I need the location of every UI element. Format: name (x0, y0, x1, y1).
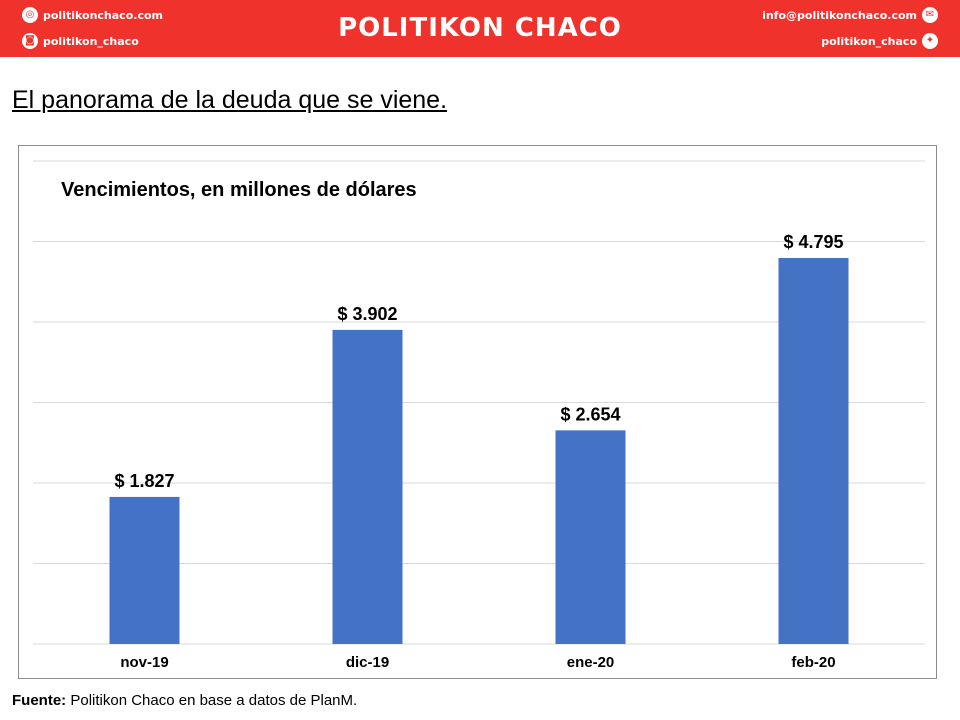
email-text: info@politikonchaco.com (762, 8, 917, 22)
x-tick-label: feb-20 (791, 654, 835, 671)
brand-logo: POLITIKON CHACO (338, 13, 622, 43)
header-bar: ◎ politikonchaco.com ◙ politikon_chaco P… (0, 0, 960, 57)
instagram-link[interactable]: ◙ politikon_chaco (22, 33, 139, 49)
twitter-link[interactable]: politikon_chaco ✦ (821, 33, 938, 49)
bar-ene-20 (555, 430, 626, 644)
gridlines (33, 160, 925, 645)
data-label: $ 1.827 (114, 471, 174, 491)
source-note: Fuente: Politikon Chaco en base a datos … (12, 692, 357, 709)
bar-nov-19 (109, 496, 180, 644)
chart-title: Vencimientos, en millones de dólares (61, 179, 417, 201)
data-label: $ 4.795 (783, 232, 843, 252)
globe-icon: ◎ (22, 7, 38, 23)
x-tick-label: nov-19 (120, 654, 168, 671)
x-tick-label: dic-19 (346, 654, 389, 671)
x-axis-ticks: nov-19 dic-19 ene-20 feb-20 (120, 654, 835, 671)
source-text: Politikon Chaco en base a datos de PlanM… (70, 692, 358, 709)
website-link[interactable]: ◎ politikonchaco.com (22, 7, 163, 23)
bar-dic-19 (332, 329, 403, 644)
website-text: politikonchaco.com (43, 8, 163, 22)
bars (109, 258, 849, 644)
email-link[interactable]: info@politikonchaco.com ✉ (762, 7, 938, 23)
x-tick-label: ene-20 (567, 654, 615, 671)
data-label: $ 2.654 (560, 404, 620, 424)
page-title: El panorama de la deuda que se viene. (12, 86, 448, 114)
bar-feb-20 (778, 258, 849, 644)
instagram-text: politikon_chaco (43, 34, 139, 48)
twitter-text: politikon_chaco (821, 34, 917, 48)
bar-chart: Vencimientos, en millones de dólares $ 1… (33, 160, 925, 671)
source-label: Fuente: (12, 692, 67, 709)
data-labels: $ 1.827 $ 3.902 $ 2.654 $ 4.795 (114, 232, 843, 491)
instagram-icon: ◙ (22, 33, 38, 49)
twitter-icon: ✦ (922, 33, 938, 49)
chart-frame: Vencimientos, en millones de dólares $ 1… (18, 145, 937, 679)
data-label: $ 3.902 (337, 304, 397, 324)
mail-icon: ✉ (922, 7, 938, 23)
